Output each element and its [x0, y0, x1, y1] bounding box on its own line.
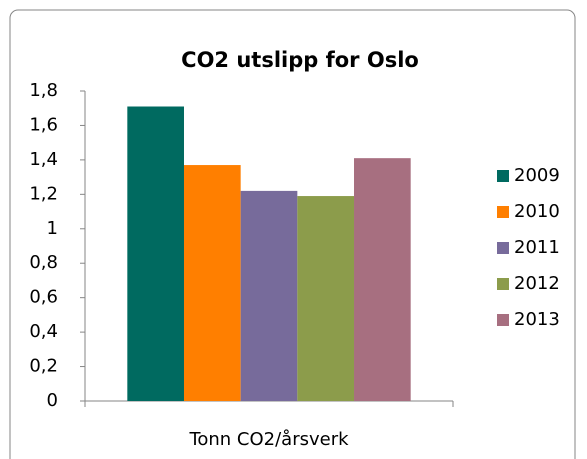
chart-title: CO2 utslipp for Oslo [181, 48, 419, 72]
bar [127, 106, 184, 401]
y-tick-label: 0,6 [29, 287, 58, 308]
bar [183, 165, 241, 401]
legend-label: 2013 [514, 309, 560, 330]
y-tick-label: 0,2 [29, 356, 58, 377]
y-tick-label: 1,2 [29, 183, 58, 204]
legend-swatch [497, 278, 509, 290]
legend-label: 2009 [514, 165, 560, 186]
legend-label: 2011 [514, 237, 560, 258]
x-tick-label: Tonn CO2/årsverk [188, 429, 349, 450]
bar [297, 196, 355, 401]
legend-swatch [497, 314, 509, 326]
y-tick-label: 1 [47, 218, 58, 239]
legend-swatch [497, 206, 509, 218]
legend-swatch [497, 242, 509, 254]
y-tick-label: 1,8 [29, 80, 58, 101]
y-tick-label: 0,4 [29, 321, 58, 342]
y-tick-label: 0 [47, 390, 58, 411]
legend-label: 2012 [514, 273, 560, 294]
legend-label: 2010 [514, 201, 560, 222]
bar [354, 158, 411, 401]
bar [240, 190, 298, 401]
legend-swatch [497, 170, 509, 182]
y-tick-label: 0,8 [29, 252, 58, 273]
y-tick-label: 1,6 [29, 114, 58, 135]
y-tick-label: 1,4 [29, 149, 58, 170]
